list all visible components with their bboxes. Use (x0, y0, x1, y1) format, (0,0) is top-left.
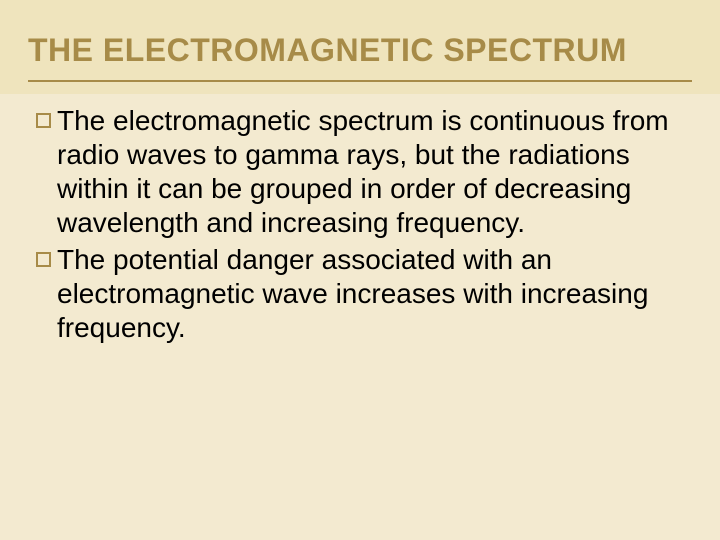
square-bullet-icon (36, 252, 51, 267)
square-bullet-icon (36, 113, 51, 128)
bullet-item: The potential danger associated with an … (36, 243, 676, 345)
title-underline (28, 80, 692, 82)
slide-body: The electromagnetic spectrum is continuo… (36, 104, 676, 347)
bullet-text: The potential danger associated with an … (57, 243, 676, 345)
bullet-text: The electromagnetic spectrum is continuo… (57, 104, 676, 241)
bullet-item: The electromagnetic spectrum is continuo… (36, 104, 676, 241)
slide: THE ELECTROMAGNETIC SPECTRUM The electro… (0, 0, 720, 540)
slide-title: THE ELECTROMAGNETIC SPECTRUM (28, 32, 627, 69)
